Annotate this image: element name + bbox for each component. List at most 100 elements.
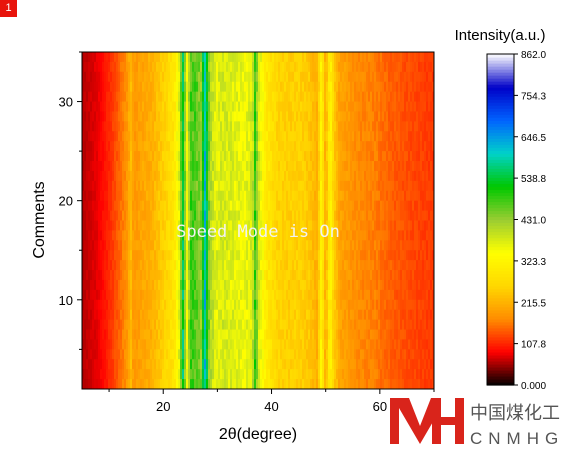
heatmap-cell xyxy=(138,190,141,202)
heatmap-cell xyxy=(172,52,175,63)
heatmap-cell xyxy=(262,52,265,63)
heatmap-cell xyxy=(84,250,87,261)
heatmap-cell xyxy=(164,131,167,142)
heatmap-cell xyxy=(342,131,345,142)
heatmap-cell xyxy=(148,220,151,232)
heatmap-cell xyxy=(282,91,285,103)
heatmap-cell xyxy=(212,220,215,232)
heatmap-cell xyxy=(430,81,433,93)
heatmap-cell xyxy=(216,210,219,222)
heatmap-cell xyxy=(324,240,327,251)
heatmap-cell xyxy=(240,131,243,142)
heatmap-cell xyxy=(112,329,115,341)
heatmap-cell xyxy=(100,81,103,93)
heatmap-cell xyxy=(220,91,223,103)
heatmap-cell xyxy=(358,270,361,281)
heatmap-cell xyxy=(200,91,203,103)
heatmap-cell xyxy=(88,289,91,301)
heatmap-cell xyxy=(392,151,395,162)
heatmap-cell xyxy=(432,289,434,301)
heatmap-cell xyxy=(268,279,271,291)
heatmap-cell xyxy=(304,91,307,103)
heatmap-cell xyxy=(328,61,331,73)
heatmap-cell xyxy=(144,161,147,172)
heatmap-cell xyxy=(362,279,365,291)
heatmap-cell xyxy=(292,170,295,182)
heatmap-cell xyxy=(322,141,325,152)
heatmap-cell xyxy=(240,91,243,103)
heatmap-cell xyxy=(356,180,359,192)
heatmap-cell xyxy=(322,101,325,113)
heatmap-cell xyxy=(210,170,213,182)
heatmap-cell xyxy=(420,240,423,251)
heatmap-cell xyxy=(382,52,385,63)
heatmap-cell xyxy=(288,279,291,291)
heatmap-cell xyxy=(134,61,137,73)
heatmap-cell xyxy=(216,220,219,232)
heatmap-cell xyxy=(208,309,211,321)
heatmap-cell xyxy=(292,190,295,202)
heatmap-cell xyxy=(120,250,123,261)
heatmap-cell xyxy=(160,279,163,291)
heatmap-cell xyxy=(278,319,281,331)
heatmap-cell xyxy=(278,91,281,103)
heatmap-cell xyxy=(324,230,327,241)
heatmap-cell xyxy=(388,131,391,142)
heatmap-cell xyxy=(344,111,347,122)
heatmap-cell xyxy=(198,299,201,311)
heatmap-cell xyxy=(88,91,91,103)
heatmap-cell xyxy=(104,180,107,192)
heatmap-cell xyxy=(246,71,249,83)
heatmap-cell xyxy=(418,240,421,251)
heatmap-cell xyxy=(108,250,111,261)
heatmap-cell xyxy=(358,190,361,202)
heatmap-cell xyxy=(100,52,103,63)
heatmap-cell xyxy=(430,131,433,142)
heatmap-cell xyxy=(306,121,309,132)
heatmap-cell xyxy=(138,319,141,331)
heatmap-cell xyxy=(396,230,399,241)
heatmap-cell xyxy=(154,61,157,73)
heatmap-cell xyxy=(374,270,377,281)
heatmap-cell xyxy=(106,151,109,162)
heatmap-cell xyxy=(168,141,171,152)
heatmap-cell xyxy=(262,71,265,83)
heatmap-cell xyxy=(274,91,277,103)
heatmap-cell xyxy=(216,329,219,341)
heatmap-cell xyxy=(356,121,359,132)
heatmap-cell xyxy=(144,250,147,261)
heatmap-cell xyxy=(424,319,427,331)
heatmap-cell xyxy=(84,240,87,251)
heatmap-cell xyxy=(292,121,295,132)
heatmap-cell xyxy=(302,260,305,271)
heatmap-cell xyxy=(432,260,434,271)
heatmap-cell xyxy=(188,52,191,63)
heatmap-cell xyxy=(162,121,165,132)
heatmap-cell xyxy=(124,210,127,222)
heatmap-cell xyxy=(424,299,427,311)
heatmap-cell xyxy=(338,101,341,113)
heatmap-cell xyxy=(228,279,231,291)
heatmap-cell xyxy=(208,319,211,331)
heatmap-cell xyxy=(184,91,187,103)
heatmap-cell xyxy=(116,101,119,113)
heatmap-cell xyxy=(330,81,333,93)
heatmap-cell xyxy=(254,190,257,202)
heatmap-cell xyxy=(150,250,153,261)
heatmap-cell xyxy=(104,190,107,202)
heatmap-cell xyxy=(290,190,293,202)
heatmap-cell xyxy=(104,161,107,172)
heatmap-cell xyxy=(294,61,297,73)
heatmap-cell xyxy=(118,299,121,311)
heatmap-cell xyxy=(276,180,279,192)
heatmap-cell xyxy=(144,220,147,232)
heatmap-cell xyxy=(376,141,379,152)
heatmap-cell xyxy=(288,210,291,222)
heatmap-cell xyxy=(300,289,303,301)
heatmap-cell xyxy=(360,111,363,122)
heatmap-cell xyxy=(142,111,145,122)
heatmap-cell xyxy=(274,299,277,311)
heatmap-cell xyxy=(202,180,205,192)
heatmap-cell xyxy=(314,299,317,311)
heatmap-cell xyxy=(356,230,359,241)
